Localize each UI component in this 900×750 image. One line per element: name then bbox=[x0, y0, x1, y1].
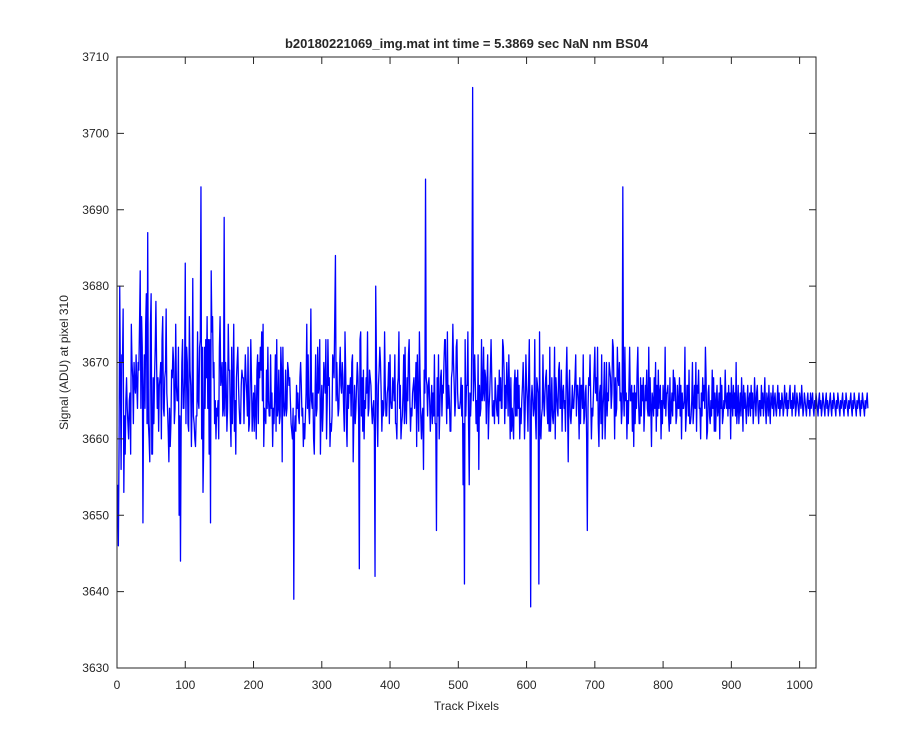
axes-layer: 0 100 200 300 400 500 600 700 800 900 1000 3630 3640… bbox=[82, 50, 817, 692]
y-tick-label: 3660 bbox=[82, 432, 109, 446]
x-tick-label: 500 bbox=[448, 678, 468, 692]
x-tick-label: 700 bbox=[585, 678, 605, 692]
x-tick-label: 600 bbox=[517, 678, 537, 692]
x-axis-label: Track Pixels bbox=[434, 699, 499, 713]
x-tick-label: 200 bbox=[244, 678, 264, 692]
x-tick-label: 0 bbox=[114, 678, 121, 692]
y-tick-label: 3700 bbox=[82, 126, 109, 140]
x-tick-label: 100 bbox=[175, 678, 195, 692]
y-tick-label: 3630 bbox=[82, 661, 109, 675]
y-tick-label: 3640 bbox=[82, 585, 109, 599]
y-axis-label: Signal (ADU) at pixel 310 bbox=[57, 295, 71, 430]
x-tick-label: 900 bbox=[721, 678, 741, 692]
y-tick-label: 3650 bbox=[82, 508, 109, 522]
x-tick-label: 400 bbox=[380, 678, 400, 692]
y-tick-label: 3670 bbox=[82, 356, 109, 370]
y-tick-label: 3690 bbox=[82, 203, 109, 217]
chart-title: b20180221069_img.mat int time = 5.3869 s… bbox=[285, 36, 649, 51]
x-tick-label: 300 bbox=[312, 678, 332, 692]
x-tick-label: 1000 bbox=[786, 678, 813, 692]
y-tick-label: 3680 bbox=[82, 279, 109, 293]
series-line-1 bbox=[117, 86, 869, 608]
y-tick-label: 3710 bbox=[82, 50, 109, 64]
x-tick-label: 800 bbox=[653, 678, 673, 692]
data-layer bbox=[117, 86, 869, 608]
